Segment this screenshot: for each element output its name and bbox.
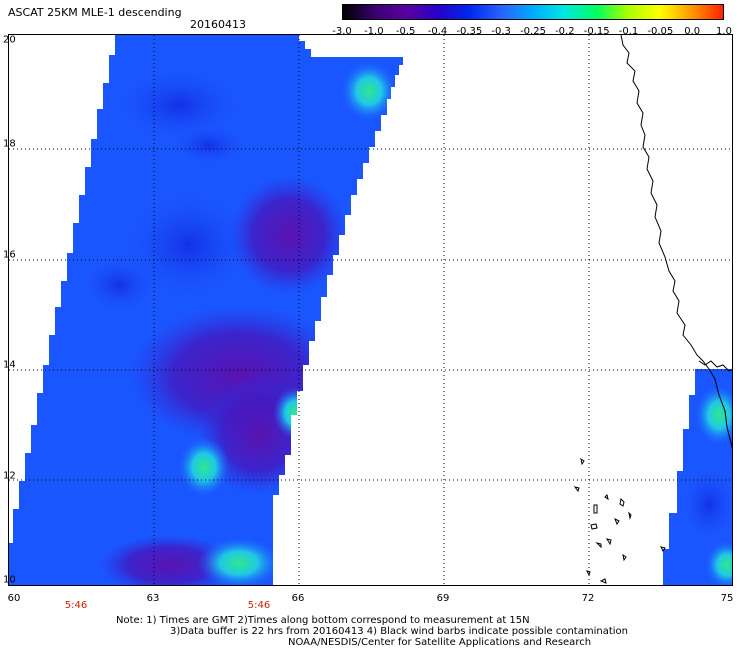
pass-time-label: 5:46	[247, 600, 271, 611]
color-scale-tick-label: -0.4	[427, 26, 448, 37]
latitude-label: 10	[3, 574, 16, 586]
pass-time-label: 5:46	[64, 600, 88, 611]
note-line-3: NOAA/NESDIS/Center for Satellite Applica…	[288, 637, 592, 648]
latitude-label: 12	[3, 470, 16, 482]
coastline	[620, 35, 732, 450]
latitude-label: 16	[3, 249, 16, 261]
color-scale-tick-label: 0.0	[684, 26, 701, 37]
color-scale-tick-label: -0.1	[618, 26, 639, 37]
longitude-label: 69	[436, 593, 450, 604]
color-scale-tick-label: -0.5	[395, 26, 416, 37]
left-data-swath	[9, 35, 403, 585]
islands	[573, 457, 666, 584]
coastline-detail	[698, 360, 732, 372]
color-scale-tick-label: -0.2	[555, 26, 575, 37]
color-scale-tick-label: -1.0	[364, 26, 384, 37]
color-scale-tick-label: -0.35	[456, 26, 483, 37]
color-scale-tick-label: -0.15	[583, 26, 610, 37]
note-line-1: Note: 1) Times are GMT 2)Times along bot…	[116, 615, 530, 626]
lat-lon-grid	[9, 35, 732, 585]
color-scale-bar	[342, 4, 724, 20]
map-title: ASCAT 25KM MLE-1 descending	[8, 6, 182, 19]
swath-map	[8, 34, 733, 586]
map-plot	[9, 35, 732, 585]
color-scale-tick-label: -0.05	[647, 26, 674, 37]
latitude-label: 14	[3, 359, 16, 371]
color-scale-tick-label: 1.0	[716, 26, 732, 37]
longitude-label: 66	[291, 593, 305, 604]
longitude-label: 75	[720, 593, 734, 604]
longitude-label: 63	[146, 593, 160, 604]
color-scale-tick-label: -3.0	[332, 26, 352, 37]
latitude-label: 18	[3, 138, 16, 150]
longitude-label: 72	[581, 593, 595, 604]
right-data-swath	[663, 369, 732, 585]
longitude-label: 60	[7, 593, 21, 604]
color-scale-tick-label: -0.25	[520, 26, 546, 37]
map-date: 20160413	[190, 18, 246, 31]
color-scale-tick-label: -0.3	[491, 26, 511, 37]
latitude-label: 20	[3, 34, 16, 46]
note-line-2: 3)Data buffer is 22 hrs from 20160413 4)…	[170, 626, 628, 637]
